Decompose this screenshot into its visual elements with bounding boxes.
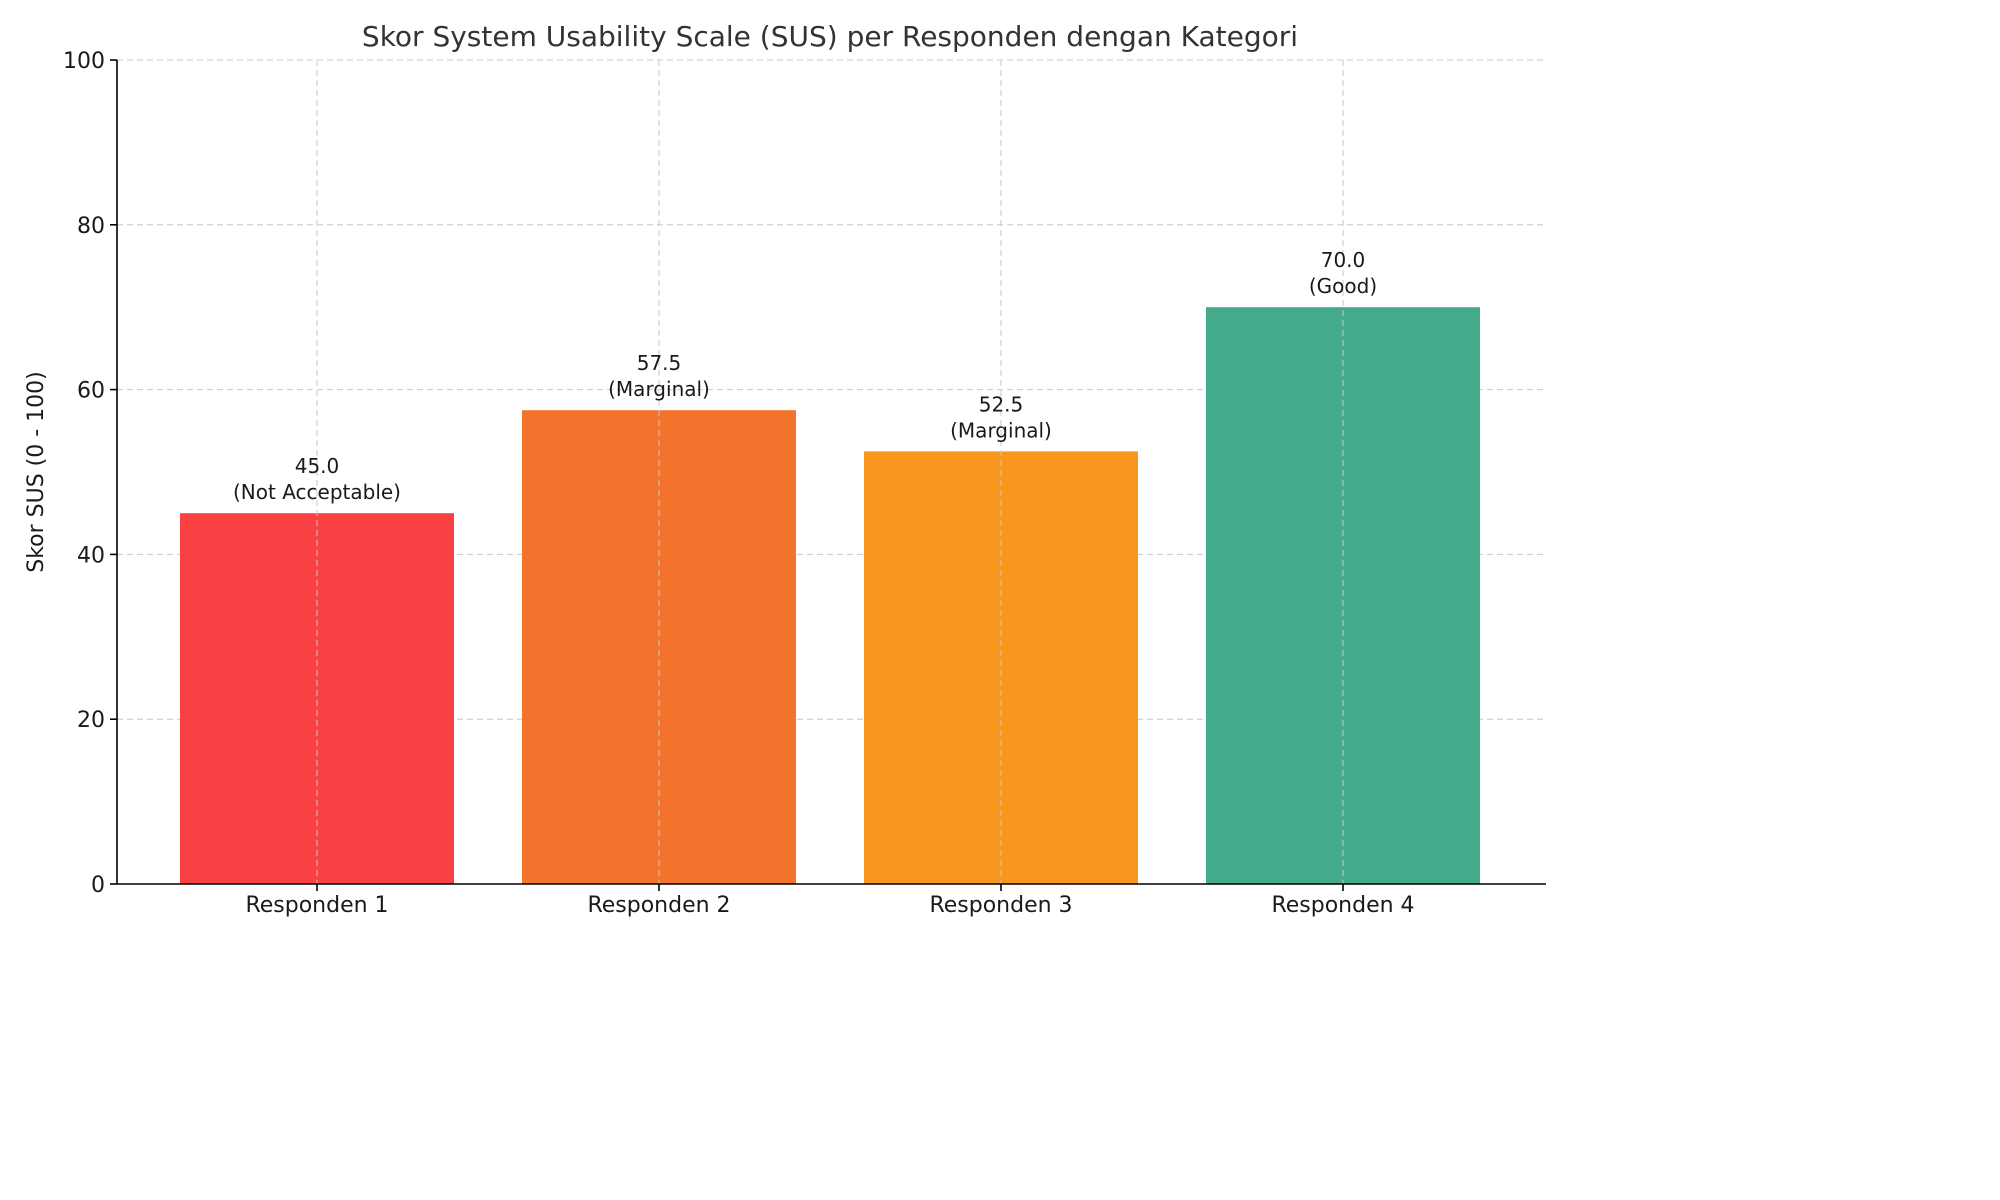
x-tick-label: Responden 1: [245, 893, 388, 918]
y-tick-label: 80: [77, 214, 105, 239]
chart-title: Skor System Usability Scale (SUS) per Re…: [362, 20, 1298, 53]
y-tick-label: 0: [91, 873, 105, 898]
bar: [180, 513, 454, 884]
bar-value-label: 57.5: [637, 351, 682, 375]
sus-bar-chart: Skor System Usability Scale (SUS) per Re…: [24, 20, 1546, 918]
bar-labels: 45.0(Not Acceptable)57.5(Marginal)52.5(M…: [233, 248, 1377, 504]
y-tick-label: 20: [77, 708, 105, 733]
bar-category-label: (Good): [1309, 274, 1377, 298]
bar-value-label: 70.0: [1321, 248, 1366, 272]
bar-value-label: 45.0: [295, 454, 340, 478]
x-tick-label: Responden 4: [1271, 893, 1414, 918]
chart-container: Skor System Usability Scale (SUS) per Re…: [24, 20, 1546, 918]
y-tick-label: 100: [63, 49, 105, 74]
bar-value-label: 52.5: [979, 392, 1024, 416]
y-tick-label: 40: [77, 543, 105, 568]
bar-category-label: (Marginal): [950, 418, 1052, 442]
bars: [180, 307, 1480, 884]
y-tick-label: 60: [77, 379, 105, 404]
bar-category-label: (Not Acceptable): [233, 480, 401, 504]
y-axis-label: Skor SUS (0 - 100): [24, 371, 49, 573]
axes: 0 20 40 60 80 100 Responden 1 Responden 2 Respon…: [63, 49, 1546, 918]
x-tick-label: Responden 3: [929, 893, 1072, 918]
x-tick-label: Responden 2: [587, 893, 730, 918]
bar-category-label: (Marginal): [608, 377, 710, 401]
vertical-gridlines: [316, 60, 1344, 884]
bar: [864, 451, 1138, 884]
